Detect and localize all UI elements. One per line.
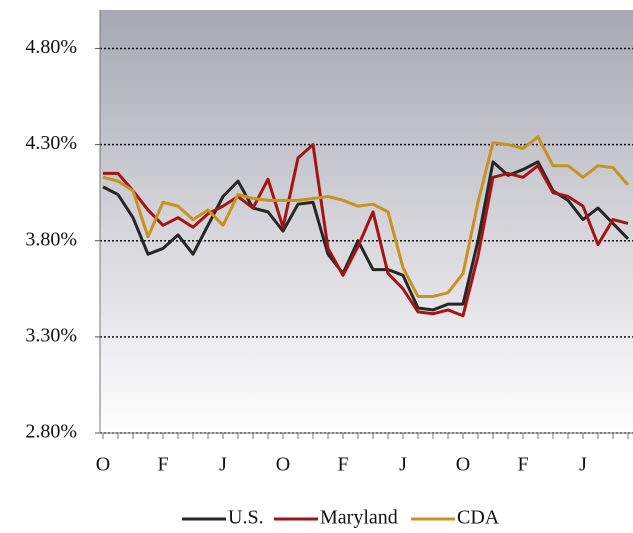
x-tick-label: J [579,454,587,476]
x-tick-label: J [219,454,227,476]
y-tick-label: 3.30% [25,324,77,346]
series-line [102,160,630,312]
plot-area [100,10,633,433]
x-tick-label: F [337,454,348,476]
legend-label: Maryland [320,507,398,529]
x-tick-label: J [399,454,407,476]
y-tick-label: 3.80% [25,228,77,250]
y-tick-label: 4.80% [25,36,77,58]
legend-label: CDA [457,507,500,529]
y-tick-label: 2.80% [25,421,77,443]
series-line [103,143,629,318]
x-tick-label: F [517,454,528,476]
y-tick-label: 4.30% [25,132,77,154]
x-tick-label: O [96,454,110,476]
x-tick-label: O [456,454,470,476]
x-tick-label: F [157,454,168,476]
legend-label: U.S. [228,507,264,529]
series-line [102,135,630,298]
x-tick-label: O [276,454,290,476]
